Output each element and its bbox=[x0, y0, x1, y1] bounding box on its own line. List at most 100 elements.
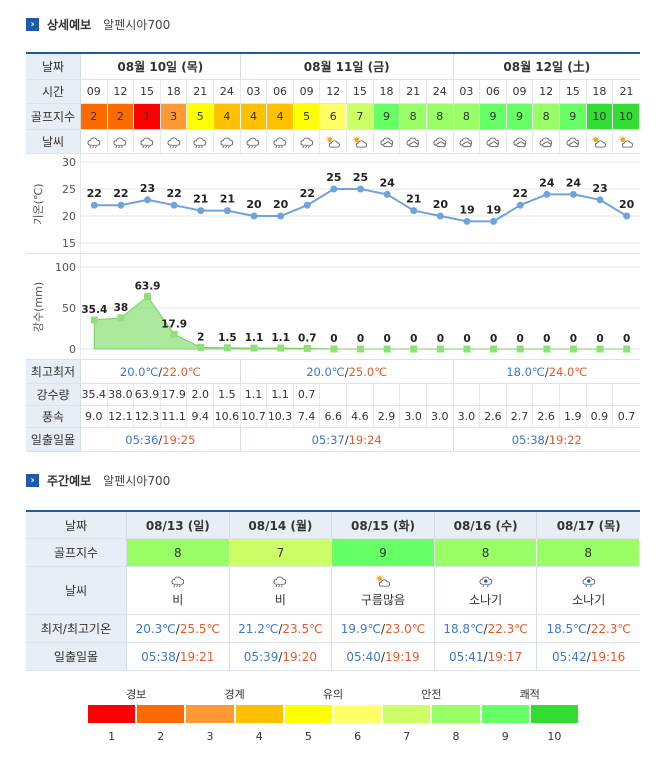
weekly-max-temp: 22.3℃ bbox=[487, 621, 528, 636]
rain-chart: 35.4 38 63.9 17.9 2 1.5 1.1 1.1 0.7 0 0 0 0 0 0 0 0 0 0 0 0 bbox=[81, 266, 640, 353]
date-label: 날짜 bbox=[26, 54, 81, 79]
rain-label: 강수량 bbox=[26, 384, 81, 405]
rain-icon bbox=[134, 130, 161, 153]
y-tick-label: 0 bbox=[69, 343, 76, 356]
separator: / bbox=[278, 621, 283, 636]
temperature-chart: 22 22 23 22 21 21 20 20 22 25 25 24 21 20 19 19 22 24 24 23… bbox=[81, 161, 640, 244]
cloudy-icon bbox=[427, 130, 454, 153]
cloudy-icon bbox=[454, 130, 481, 153]
rain-cell: 1.5 bbox=[214, 384, 241, 405]
wind-cell: 2.6 bbox=[480, 406, 507, 427]
rain-cell: 1.1 bbox=[241, 384, 268, 405]
time-cell: 12 bbox=[320, 80, 348, 103]
rain-point bbox=[569, 345, 577, 353]
partly-cloudy-icon bbox=[320, 130, 348, 153]
weekly-min-temp: 19.9℃ bbox=[340, 621, 381, 636]
time-cell: 18 bbox=[587, 80, 614, 103]
weather-label: 날씨 bbox=[26, 130, 81, 153]
separator: / bbox=[175, 649, 180, 664]
wind-cell: 12.3 bbox=[134, 406, 161, 427]
sunrise-time: 05:36 bbox=[125, 432, 159, 447]
golf-index-cell: 10 bbox=[586, 104, 614, 129]
rain-data-label: 0 bbox=[357, 333, 364, 345]
rain-cell: 2.0 bbox=[187, 384, 215, 405]
golf-index-cell: 3 bbox=[160, 104, 188, 129]
legend-swatch bbox=[529, 704, 579, 724]
rain-cell: 17.9 bbox=[161, 384, 188, 405]
weekly-date-label: 날짜 bbox=[26, 512, 127, 538]
wind-cell: 6.6 bbox=[320, 406, 348, 427]
max-temp: 24.0℃ bbox=[548, 364, 588, 379]
rain-data-label: 0 bbox=[490, 333, 497, 345]
weekly-golf-label: 골프지수 bbox=[26, 539, 127, 566]
rain-icon bbox=[241, 130, 268, 153]
weekly-location: 알펜시아700 bbox=[103, 473, 171, 488]
time-cell: 12 bbox=[108, 80, 135, 103]
legend-swatch bbox=[136, 704, 186, 724]
wind-cell: 0.9 bbox=[587, 406, 614, 427]
time-cell: 12 bbox=[533, 80, 560, 103]
golf-index-cell: 5 bbox=[293, 104, 321, 129]
time-cell: 21 bbox=[619, 85, 634, 98]
rain-icon bbox=[168, 574, 188, 591]
legend-number: 7 bbox=[403, 730, 411, 743]
chevron-right-icon: › bbox=[26, 17, 39, 31]
time-cell: 15 bbox=[560, 80, 587, 103]
sun-cell: 05:37/19:24 bbox=[241, 428, 454, 451]
wind-cell: 10.3 bbox=[267, 406, 294, 427]
weekly-golf-cell: 8 bbox=[434, 539, 538, 566]
separator: / bbox=[380, 621, 385, 636]
rain-point bbox=[277, 344, 285, 352]
time-cell: 06 bbox=[480, 80, 507, 103]
golf-index-cell: 2 bbox=[107, 104, 135, 129]
weekly-weather-text: 비 bbox=[274, 592, 286, 607]
sunset-time: 19:25 bbox=[162, 432, 196, 447]
temperature-data-label: 19 bbox=[459, 203, 474, 216]
temperature-axis: 15 20 25 30 기온(℃) bbox=[32, 156, 76, 250]
rain-point bbox=[330, 345, 338, 353]
weekly-temp-cell: 18.8℃/22.3℃ bbox=[435, 615, 538, 642]
time-cell: 09 bbox=[294, 80, 321, 103]
day-header: 08월 11일 (금) bbox=[241, 54, 454, 79]
golf-index-cell: 5 bbox=[187, 104, 215, 129]
partly-cloudy-icon bbox=[347, 130, 374, 153]
wind-cell: 9.4 bbox=[187, 406, 215, 427]
temperature-data-label: 21 bbox=[220, 193, 235, 206]
rain-point bbox=[383, 345, 391, 353]
rain-point bbox=[543, 345, 551, 353]
partly-cloudy-icon bbox=[587, 130, 614, 153]
rain-data-label: 0 bbox=[623, 333, 630, 345]
weekly-weather-cell: 구름많음 bbox=[332, 567, 435, 614]
temperature-point bbox=[197, 207, 205, 215]
legend-swatch bbox=[332, 704, 383, 724]
weekly-temp-cell: 18.5℃/22.3℃ bbox=[537, 615, 640, 642]
weekly-day-header: 08/13 (일) bbox=[127, 512, 230, 538]
legend-number: 8 bbox=[452, 730, 460, 743]
wind-cell: 9.0 bbox=[81, 406, 108, 427]
weekly-min-temp: 18.5℃ bbox=[546, 621, 587, 636]
weekly-title: 주간예보 bbox=[47, 473, 92, 488]
golf-index-cell: 8 bbox=[533, 104, 560, 129]
wind-cell: 7.4 bbox=[294, 406, 321, 427]
weekly-temp-label: 최저/최고기온 bbox=[26, 615, 127, 642]
wind-cell: 3.0 bbox=[454, 406, 481, 427]
shower-icon bbox=[476, 574, 496, 591]
separator: / bbox=[586, 649, 591, 664]
time-cell: 18 bbox=[161, 80, 188, 103]
golf-index-cell: 8 bbox=[426, 104, 454, 129]
cloudy-icon bbox=[533, 130, 560, 153]
weekly-sun-cell: 05:41/19:17 bbox=[435, 643, 538, 670]
weekly-golf-cell: 8 bbox=[537, 539, 640, 566]
temperature-data-label: 22 bbox=[513, 187, 528, 200]
rain-data-label: 0 bbox=[410, 333, 417, 345]
time-cell: 21 bbox=[187, 80, 215, 103]
minmax-cell: 18.0℃/24.0℃ bbox=[454, 360, 640, 383]
max-temp: 22.0℃ bbox=[162, 364, 201, 379]
sun-row: 일출일몰 05:36/19:25 05:37/19:24 05:38/19:22 bbox=[26, 428, 640, 452]
legend-number: 4 bbox=[255, 730, 263, 743]
rain-cell bbox=[613, 384, 640, 405]
golf-index-cell: 8 bbox=[453, 104, 481, 129]
legend-number: 1 bbox=[108, 730, 116, 743]
legend-category: 안전 bbox=[421, 688, 442, 701]
